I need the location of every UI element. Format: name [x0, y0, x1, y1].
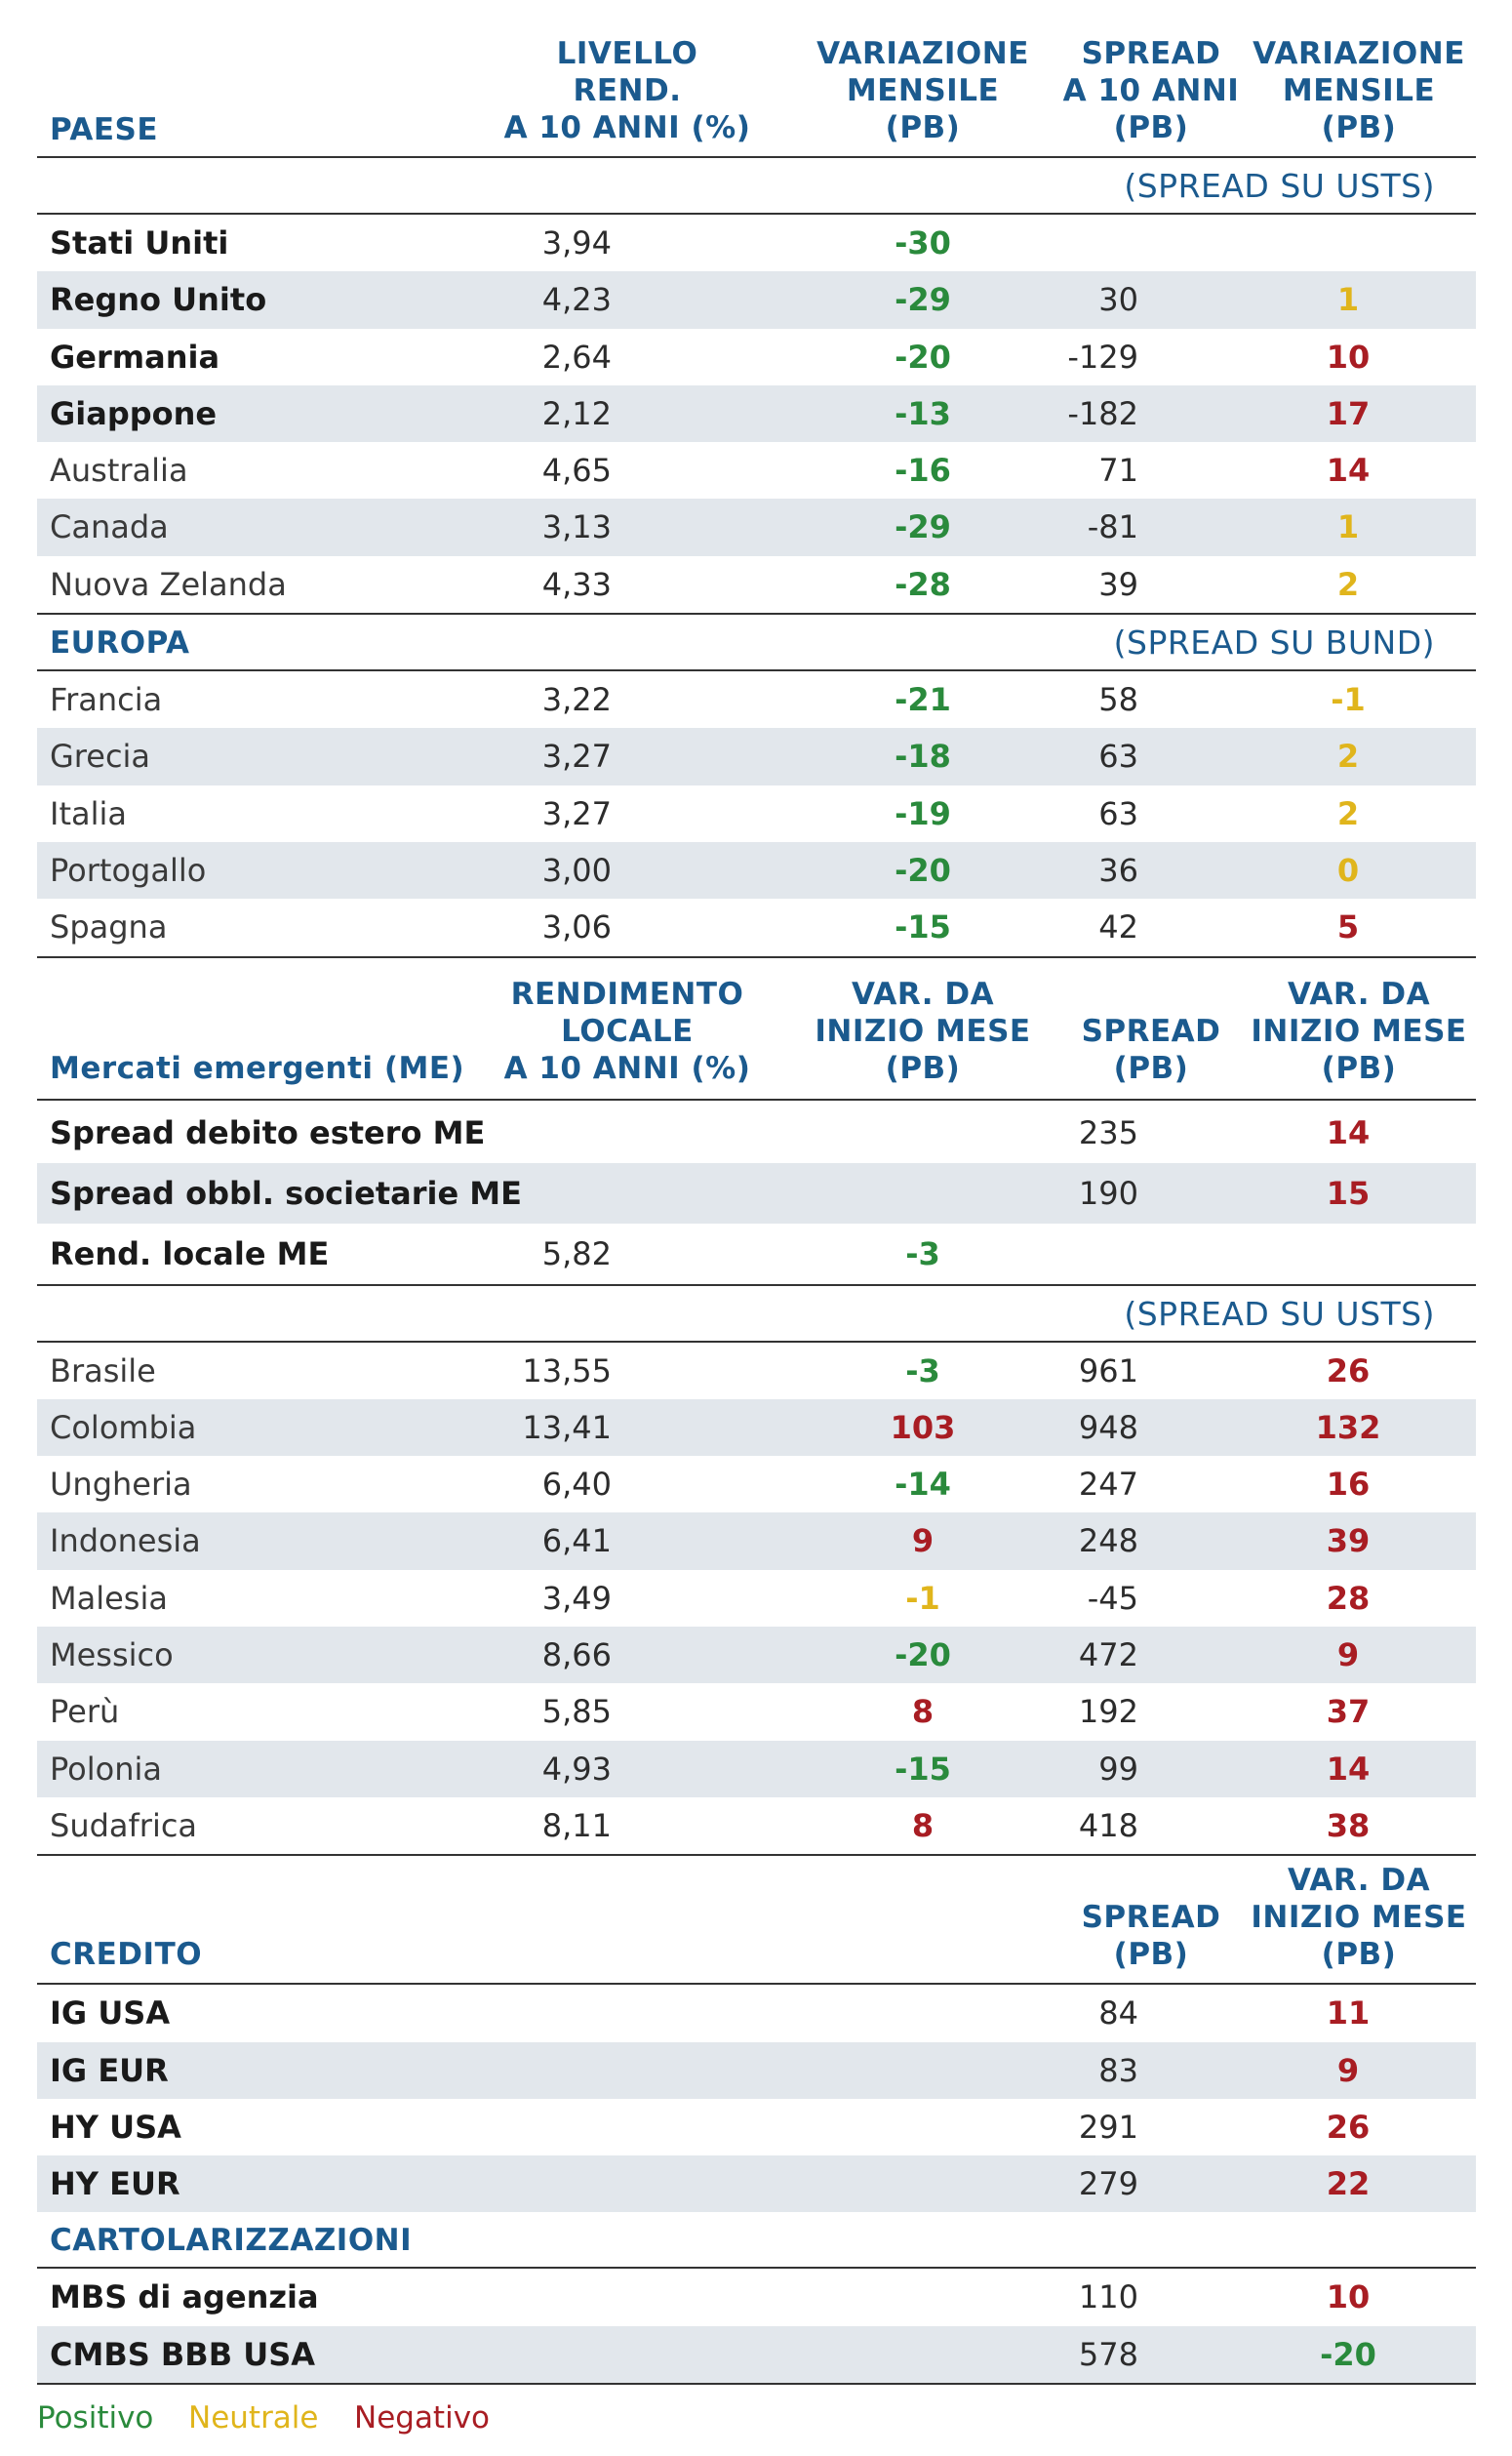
spread-basis-note: (SPREAD SU BUND)	[1113, 624, 1435, 663]
table-row: Indonesia 6,41 9 248 39	[37, 1512, 1476, 1570]
table-row: Nuova Zelanda 4,33 -28 39 2	[50, 565, 1360, 603]
subheader-securitizations: CARTOLARIZZAZIONI	[37, 2212, 1476, 2270]
header-paese: PAESE	[50, 112, 159, 147]
europa-rows: Francia 3,22 -21 58 -1 Grecia 3,27 -18 63 2 Ital…	[37, 671, 1476, 958]
table-row: HY USA 291 26	[50, 2108, 1371, 2146]
table-row: Italia 3,27 -19 63 2	[50, 794, 1360, 832]
securitization-rows: MBS di agenzia 110 10 CMBS BBB USA 578 -20	[37, 2269, 1476, 2386]
table-row: Perù 5,85 8 192 37	[50, 1693, 1371, 1731]
credit-rows: IG USA 84 11 IG EUR 83 9 HY USA 291 26 HY EUR 2…	[37, 1985, 1476, 2213]
subheader-ust: (SPREAD SU USTS)	[37, 158, 1476, 215]
table-row: Francia 3,22 -21 58 -1	[50, 681, 1366, 719]
table-row: HY EUR 279 22	[37, 2155, 1476, 2213]
section-title-cartolarizzazioni: CARTOLARIZZAZIONI	[50, 2223, 413, 2259]
header-em-title: Mercati emergenti (ME)	[50, 1050, 465, 1086]
market-table: PAESE LIVELLO REND. A 10 ANNI (%) VARIAZ…	[37, 0, 1476, 2386]
spread-basis-note: (SPREAD SU USTS)	[1124, 167, 1435, 205]
header-developed: PAESE LIVELLO REND. A 10 ANNI (%) VARIAZ…	[37, 0, 1476, 158]
table-row: IG USA 84 11	[50, 1994, 1371, 2033]
table-row: Colombia 13,41 103 948 132	[37, 1398, 1476, 1457]
subheader-em-ust: (SPREAD SU USTS)	[37, 1286, 1476, 1343]
legend-neutral: Neutrale	[188, 2400, 319, 2436]
subheader-europa: EUROPA (SPREAD SU BUND)	[37, 615, 1476, 672]
table-row: Messico 8,66 -20 472 9	[37, 1627, 1476, 1684]
table-row: MBS di agenzia 110 10	[50, 2278, 1371, 2316]
table-row: Sudafrica 8,11 8 418 38	[50, 1806, 1371, 1844]
header-spread-10y: SPREAD A 10 ANNI (PB)	[1062, 36, 1240, 145]
header-spread-monthly-change: VARIAZIONE MENSILE (PB)	[1253, 36, 1465, 145]
table-row: Germania 2,64 -20 -129 10	[50, 338, 1371, 376]
spread-basis-note: (SPREAD SU USTS)	[1124, 1294, 1435, 1333]
table-row: Brasile 13,55 -3 961 26	[50, 1351, 1371, 1389]
table-row: Grecia 3,27 -18 63 2	[37, 728, 1476, 785]
header-spread-mtd-change: VAR. DA INIZIO MESE (PB)	[1251, 1863, 1467, 1973]
table-row: Regno Unito 4,23 -29 30 1	[37, 271, 1476, 329]
section-title-europa: EUROPA	[50, 625, 190, 662]
table-row: Ungheria 6,40 -14 247 16	[50, 1466, 1371, 1504]
legend-positive: Positivo	[37, 2400, 154, 2436]
table-row: Giappone 2,12 -13 -182 17	[37, 384, 1476, 443]
table-row: IG EUR 83 9	[37, 2041, 1476, 2099]
table-row: CMBS BBB USA 578 -20	[37, 2325, 1476, 2384]
header-spread: SPREAD (PB)	[1081, 1900, 1221, 1973]
header-mtd-change: VAR. DA INIZIO MESE (PB)	[815, 976, 1031, 1086]
table-row: Polonia 4,93 -15 99 14	[37, 1740, 1476, 1797]
table-row: Spread debito estero ME 235 14	[50, 1113, 1371, 1151]
header-credit-title: CREDITO	[50, 1937, 203, 1973]
legend-negative: Negativo	[354, 2400, 491, 2436]
table-row: Canada 3,13 -29 -81 1	[37, 499, 1476, 556]
header-emerging: Mercati emergenti (ME) RENDIMENTO LOCALE…	[37, 958, 1476, 1101]
table-row: Spagna 3,06 -15 42 5	[50, 908, 1360, 946]
header-monthly-change: VARIAZIONE MENSILE (PB)	[816, 36, 1029, 145]
header-local-yield: RENDIMENTO LOCALE A 10 ANNI (%)	[503, 976, 751, 1086]
header-yield-level: LIVELLO REND. A 10 ANNI (%)	[503, 36, 751, 145]
developed-rows: Stati Uniti 3,94 -30 Regno Unito 4,23 -29 30 1…	[37, 215, 1476, 616]
table-row: Malesia 3,49 -1 -45 28	[50, 1579, 1371, 1617]
header-spread: SPREAD (PB)	[1081, 1013, 1221, 1086]
em-country-rows: Brasile 13,55 -3 961 26 Colombia 13,41 103 948 1…	[37, 1343, 1476, 1857]
table-row: Australia 4,65 -16 71 14	[50, 452, 1371, 490]
header-credit: CREDITO SPREAD (PB) VAR. DA INIZIO MESE …	[37, 1856, 1476, 1986]
table-row: Portogallo 3,00 -20 36 0	[37, 841, 1476, 900]
table-row: Rend. locale ME 5,82 -3	[50, 1234, 940, 1272]
header-spread-mtd-change: VAR. DA INIZIO MESE (PB)	[1251, 976, 1467, 1086]
table-row: Spread obbl. societarie ME 190 15	[37, 1162, 1476, 1224]
em-summary-rows: Spread debito estero ME 235 14 Spread obbl…	[37, 1101, 1476, 1286]
table-row: Stati Uniti 3,94 -30	[50, 224, 951, 262]
